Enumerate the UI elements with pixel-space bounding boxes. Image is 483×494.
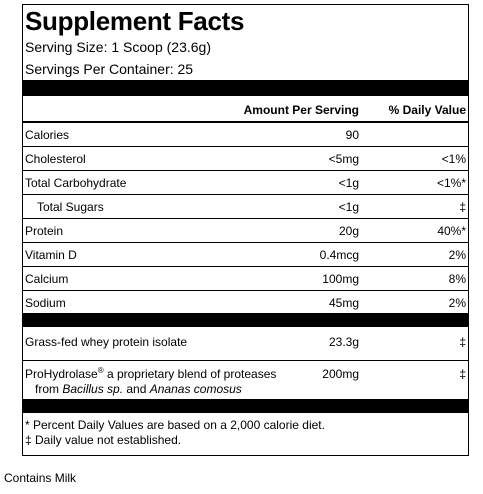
nutrient-dv: 8% [448, 272, 466, 286]
ingredient-row-whey: Grass-fed whey protein isolate 23.3g ‡ [23, 327, 468, 361]
nutrient-label: Calories [25, 128, 70, 142]
nutrient-label: Calcium [25, 272, 69, 286]
nutrient-dv: <1% [441, 152, 466, 166]
registered-mark: ® [97, 366, 104, 375]
ingredient-dv: ‡ [459, 335, 466, 349]
ingredient-label: ProHydrolase® a proprietary blend of pro… [25, 367, 276, 397]
ingredient-amount: 23.3g [328, 335, 359, 349]
nutrient-row-total-carbohydrate: Total Carbohydrate <1g <1%* [23, 171, 468, 195]
footnote-not-established: ‡ Daily value not established. [25, 433, 182, 447]
nutrient-label: Total Carbohydrate [25, 176, 127, 190]
nutrient-amount: <1g [338, 176, 359, 190]
nutrient-row-cholesterol: Cholesterol <5mg <1% [23, 147, 468, 171]
ingredient-source: from Bacillus sp. and Ananas comosus [25, 382, 276, 397]
nutrient-amount: 20g [338, 224, 359, 238]
nutrient-row-total-sugars: Total Sugars <1g ‡ [23, 195, 468, 219]
nutrient-amount: 90 [345, 128, 359, 142]
servings-per-container: Servings Per Container: 25 [25, 61, 194, 77]
nutrient-label: Total Sugars [37, 200, 104, 214]
ingredient-row-prohydrolase: ProHydrolase® a proprietary blend of pro… [23, 361, 468, 399]
ingredient-amount: 200mg [322, 367, 359, 381]
nutrient-row-vitamin-d: Vitamin D 0.4mcg 2% [23, 243, 468, 267]
ingredient-name: ProHydrolase [25, 367, 98, 381]
divider-bar-top [23, 80, 468, 96]
amount-per-serving-header: Amount Per Serving [243, 103, 359, 117]
nutrient-row-sodium: Sodium 45mg 2% [23, 291, 468, 315]
divider-bar-middle [23, 313, 468, 327]
column-header-row: Amount Per Serving % Daily Value [23, 97, 468, 123]
nutrient-row-calories: Calories 90 [23, 123, 468, 147]
nutrient-amount: <1g [338, 200, 359, 214]
ingredient-and: and [123, 382, 150, 396]
divider-bar-bottom [23, 399, 468, 413]
species-bacillus: Bacillus sp. [62, 382, 124, 396]
nutrient-amount: 45mg [328, 296, 359, 310]
nutrient-dv: 2% [448, 248, 466, 262]
nutrient-label: Vitamin D [25, 248, 77, 262]
ingredient-dv: ‡ [459, 367, 466, 381]
ingredient-from: from [35, 382, 63, 396]
supplement-facts-panel: Supplement Facts Serving Size: 1 Scoop (… [22, 4, 469, 456]
nutrient-label: Cholesterol [25, 152, 86, 166]
nutrient-dv: ‡ [459, 200, 466, 214]
nutrient-amount: <5mg [328, 152, 359, 166]
species-ananas: Ananas comosus [149, 382, 242, 396]
ingredient-label: Grass-fed whey protein isolate [25, 335, 188, 349]
nutrient-dv: <1%* [436, 176, 466, 190]
serving-size: Serving Size: 1 Scoop (23.6g) [25, 39, 211, 55]
nutrient-label: Sodium [25, 296, 66, 310]
daily-value-header: % Daily Value [388, 103, 466, 117]
footnotes: * Percent Daily Values are based on a 2,… [25, 418, 325, 448]
nutrient-dv: 2% [448, 296, 466, 310]
nutrient-row-protein: Protein 20g 40%* [23, 219, 468, 243]
allergen-statement: Contains Milk [4, 471, 77, 485]
ingredient-desc: a proprietary blend of proteases [103, 367, 277, 381]
nutrient-amount: 100mg [322, 272, 359, 286]
nutrient-dv: 40%* [437, 224, 466, 238]
panel-title: Supplement Facts [25, 6, 245, 36]
nutrient-amount: 0.4mcg [319, 248, 359, 262]
footnote-daily-values: * Percent Daily Values are based on a 2,… [25, 418, 325, 432]
nutrient-row-calcium: Calcium 100mg 8% [23, 267, 468, 291]
nutrient-label: Protein [25, 224, 64, 238]
